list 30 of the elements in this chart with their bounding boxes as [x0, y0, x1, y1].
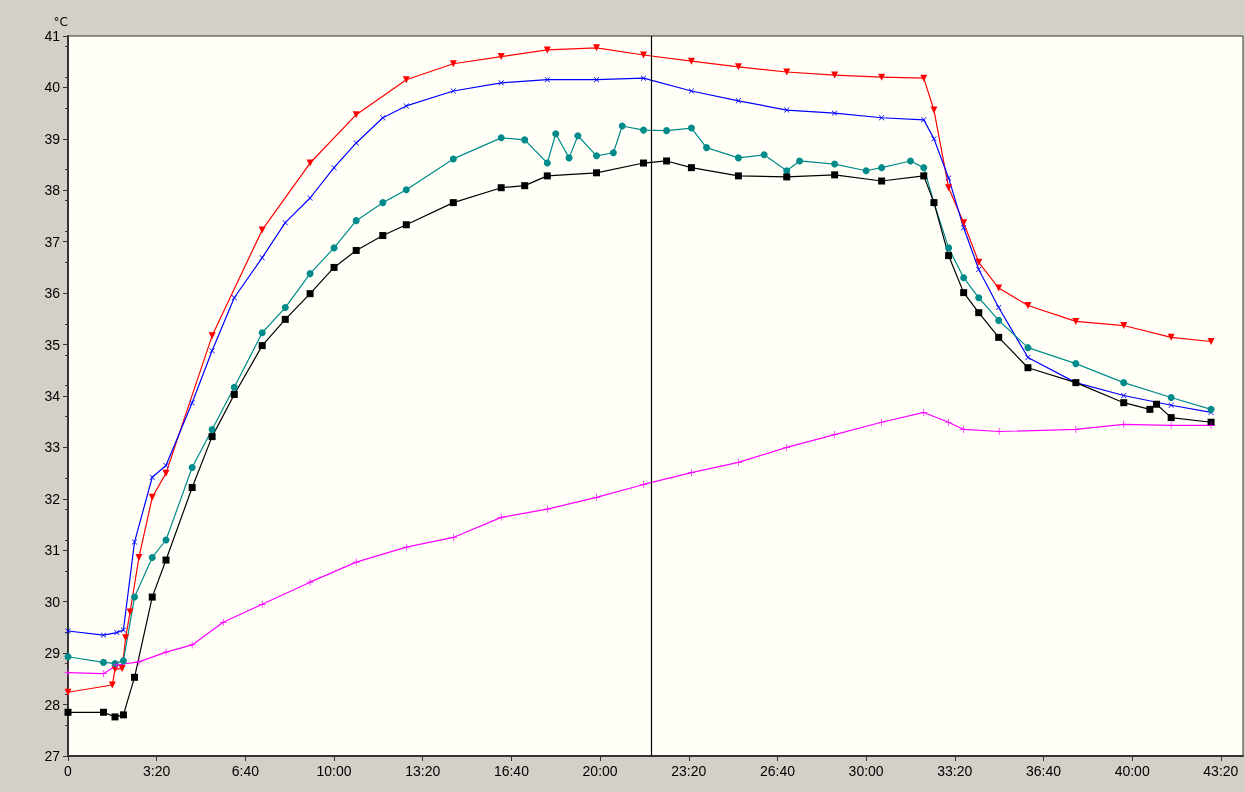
x-tick-label: 33:20	[937, 763, 973, 779]
y-tick-label: 37	[44, 233, 61, 250]
y-tick-label: 36	[44, 285, 61, 302]
y-tick-label: 30	[44, 593, 61, 610]
y-tick-label: 39	[44, 130, 61, 147]
y-tick-label: 29	[44, 645, 61, 662]
x-tick-label: 43:20	[1203, 763, 1239, 779]
x-tick-label: 36:40	[1025, 763, 1062, 779]
y-tick-label: 35	[44, 336, 61, 353]
y-tick-label: 38	[44, 182, 61, 199]
x-tick-label: 0	[64, 763, 73, 779]
x-tick-label: 6:40	[231, 763, 260, 779]
y-axis-title: °C	[53, 15, 68, 29]
y-tick-label: 32	[44, 490, 61, 507]
y-tick-label: 31	[44, 542, 61, 559]
y-tick-label: 40	[44, 79, 61, 96]
x-tick-label: 40:00	[1114, 763, 1150, 779]
y-tick-label: 28	[44, 696, 61, 713]
x-tick-label: 13:20	[405, 763, 441, 779]
y-tick-label: 41	[44, 28, 61, 44]
x-tick-label: 26:40	[759, 763, 796, 779]
x-tick-label: 23:20	[671, 763, 707, 779]
x-tick-label: 30:00	[848, 763, 884, 779]
y-tick-label: 33	[44, 439, 61, 456]
x-tick-label: 16:40	[493, 763, 530, 779]
y-tick-label: 27	[44, 748, 61, 764]
x-tick-label: 3:20	[143, 763, 171, 779]
x-tick-label: 10:00	[316, 763, 352, 779]
y-tick-label: 34	[44, 388, 61, 404]
x-tick-label: 20:00	[582, 763, 618, 779]
